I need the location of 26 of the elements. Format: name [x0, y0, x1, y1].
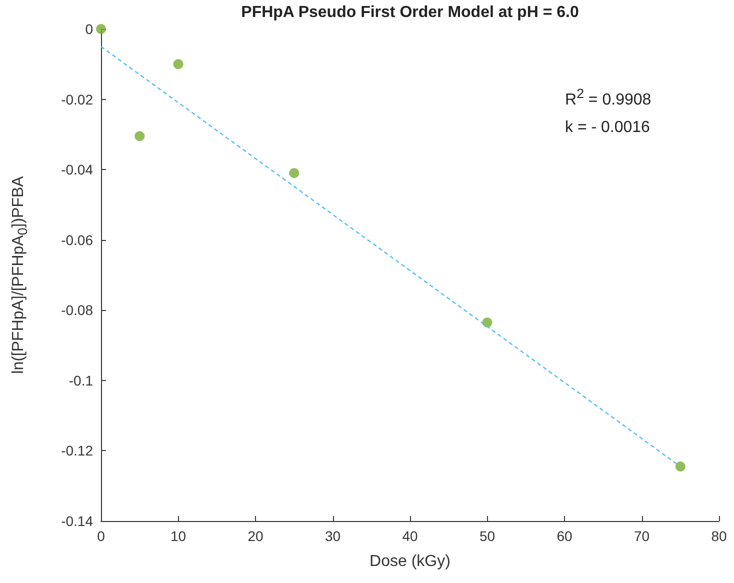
- y-tick-label: -0.08: [61, 302, 94, 318]
- y-tick-label: -0.04: [61, 162, 94, 178]
- x-tick-label: 70: [634, 528, 650, 544]
- point: [173, 59, 184, 70]
- point: [482, 317, 492, 328]
- annotation: k = - 0.0016: [565, 119, 650, 137]
- annotation: R$^{2}$ = 0.9908: [565, 86, 652, 110]
- y-tick-label: -0.1: [68, 372, 94, 388]
- x-tick-label: 10: [170, 528, 186, 544]
- x-tick-label: 40: [402, 528, 418, 544]
- x-tick-label: 20: [248, 528, 264, 544]
- y-tick-label: -0.02: [61, 91, 94, 108]
- chart-title: PFHpA Pseudo First Order Model at pH = 6.0: [240, 4, 580, 22]
- x-axis-title: Dose (kGy): [368, 553, 452, 571]
- point: [675, 462, 686, 472]
- y-tick-label: -0.14: [61, 513, 94, 529]
- y-tick-label: 0: [85, 21, 94, 37]
- x-tick-label: 80: [711, 528, 727, 544]
- x-tick-label: 30: [324, 528, 341, 544]
- y-tick-label: -0.12: [61, 442, 94, 459]
- x-tick-label: 60: [556, 528, 572, 544]
- x-tick-label: 50: [479, 528, 496, 544]
- point: [134, 131, 145, 142]
- point: [289, 168, 300, 178]
- y-tick-label: -0.06: [61, 232, 94, 248]
- x-tick-label: 0: [97, 528, 106, 544]
